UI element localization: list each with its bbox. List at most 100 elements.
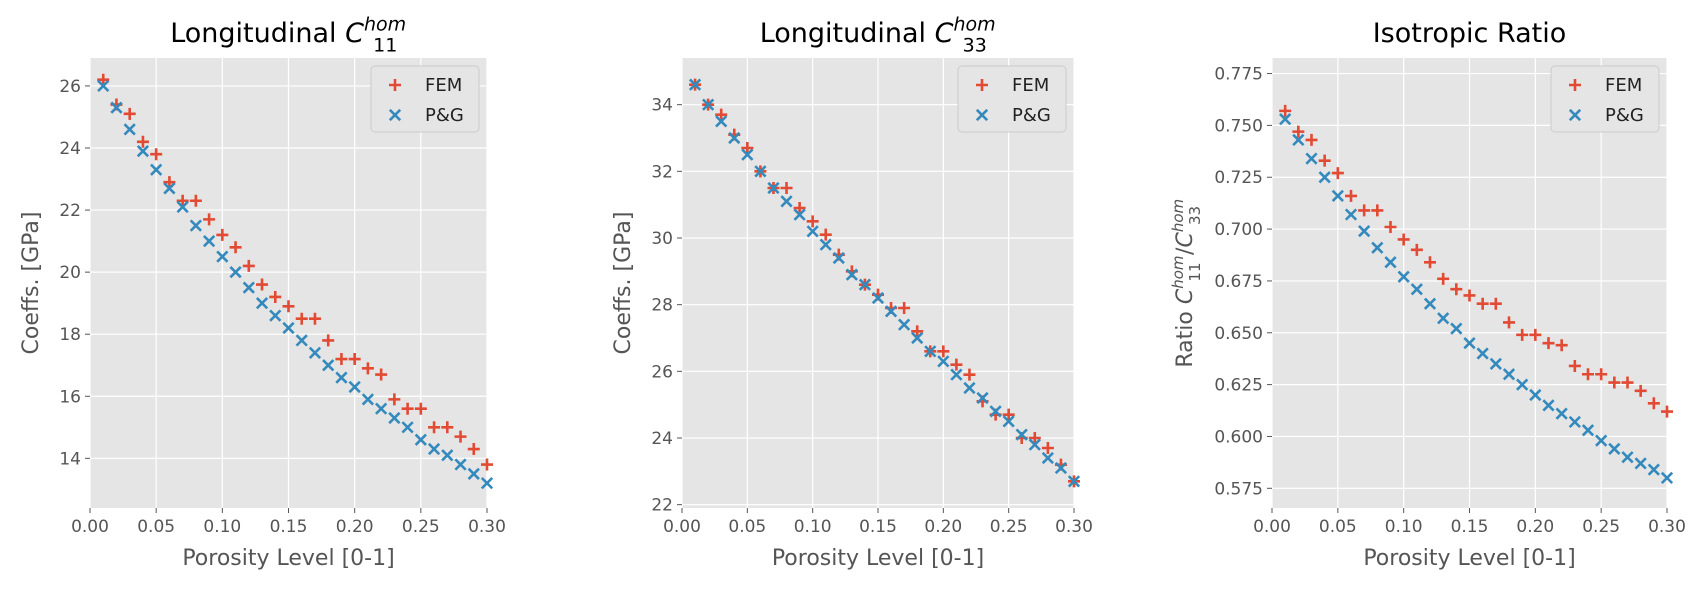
data-point [1634,457,1647,470]
data-point [1542,399,1555,412]
data-point [1595,434,1608,447]
data-point [242,281,255,294]
data-point [1595,368,1608,381]
legend-label: P&G [1012,105,1051,126]
x-tick-label: 0.05 [1319,517,1357,537]
x-tick-label: 0.30 [468,517,506,537]
data-point [911,331,924,345]
data-point [1450,322,1463,335]
data-point [176,194,189,207]
x-tick-label: 0.10 [1385,517,1423,537]
data-point [819,238,832,251]
data-point [414,402,427,415]
data-point [1516,378,1529,391]
y-tick-label: 22 [59,201,81,221]
data-point [1634,384,1647,397]
data-point [97,79,110,93]
data-point [1489,357,1502,370]
data-point [189,219,202,232]
data-point [1542,337,1555,350]
data-point [1397,233,1410,246]
data-point [1028,438,1041,451]
data-point [1384,221,1397,234]
data-point [1621,451,1634,464]
data-point [884,305,898,318]
data-point [388,393,401,406]
data-point [1067,475,1081,488]
legend-label: FEM [425,75,462,96]
data-point [1292,125,1305,138]
y-tick-label: 0.625 [1214,376,1263,396]
x-tick-label: 0.15 [859,517,897,537]
data-point [898,318,911,331]
data-point [256,278,269,291]
data-point [1476,297,1489,310]
data-point [819,228,832,241]
data-point [295,312,308,325]
data-point [203,213,216,226]
data-point [702,98,715,111]
chart-title: Longitudinal Chom33​ [760,14,996,57]
x-tick-label: 0.00 [1253,517,1291,537]
data-point [480,477,494,490]
data-point [911,325,924,338]
data-point [282,321,295,335]
data-point [110,101,123,114]
y-tick-label: 14 [59,449,81,469]
x-tick-label: 0.05 [728,517,766,537]
data-point [1331,189,1344,203]
data-point [1279,113,1292,126]
data-point [1529,328,1542,341]
data-point [467,443,480,456]
data-point [295,334,308,347]
data-point [308,346,322,359]
legend-box [957,65,1067,133]
legend: FEM P&G [1550,65,1660,133]
x-tick-label: 0.10 [203,517,241,537]
data-point [308,312,321,325]
data-point [176,200,189,214]
data-point [963,381,976,395]
data-point [1568,359,1581,372]
data-point [361,362,374,375]
data-point [322,359,335,372]
y-tick-label: 22 [651,496,673,516]
data-point [1555,339,1568,352]
legend: FEM P&G [370,65,480,133]
y-tick-label: 0.775 [1214,65,1263,85]
legend-label: P&G [1605,105,1644,126]
data-point [454,430,467,443]
data-point [950,358,963,371]
data-point [269,309,282,322]
series-pg [1279,113,1674,485]
data-point [937,355,950,368]
series-pg [97,79,494,490]
data-point [1503,316,1515,329]
legend-box [1550,65,1660,133]
data-point [1397,270,1410,283]
data-point [1318,154,1331,167]
y-tick-label: 32 [651,162,673,182]
data-point [1424,256,1436,269]
data-point [1002,415,1015,428]
y-tick-label: 0.725 [1214,168,1263,188]
y-axis-label: Coeffs. [GPa] [611,212,636,355]
data-point [150,148,163,161]
data-point [1621,376,1634,389]
data-point [1529,388,1542,402]
x-tick-label: 0.20 [336,517,374,537]
data-point [229,241,242,254]
y-tick-label: 0.650 [1214,324,1263,344]
x-tick-label: 0.30 [1055,517,1093,537]
y-tick-label: 18 [59,325,81,345]
x-axis-label: Porosity Level [0-1] [772,546,984,571]
legend-marker [976,79,988,91]
data-point [1028,432,1041,444]
data-point [216,250,229,263]
series-fem [1279,104,1673,418]
data-point [1463,337,1476,350]
x-tick-label: 0.25 [402,517,440,537]
data-point [163,182,176,195]
x-axis-label: Porosity Level [0-1] [182,546,394,571]
